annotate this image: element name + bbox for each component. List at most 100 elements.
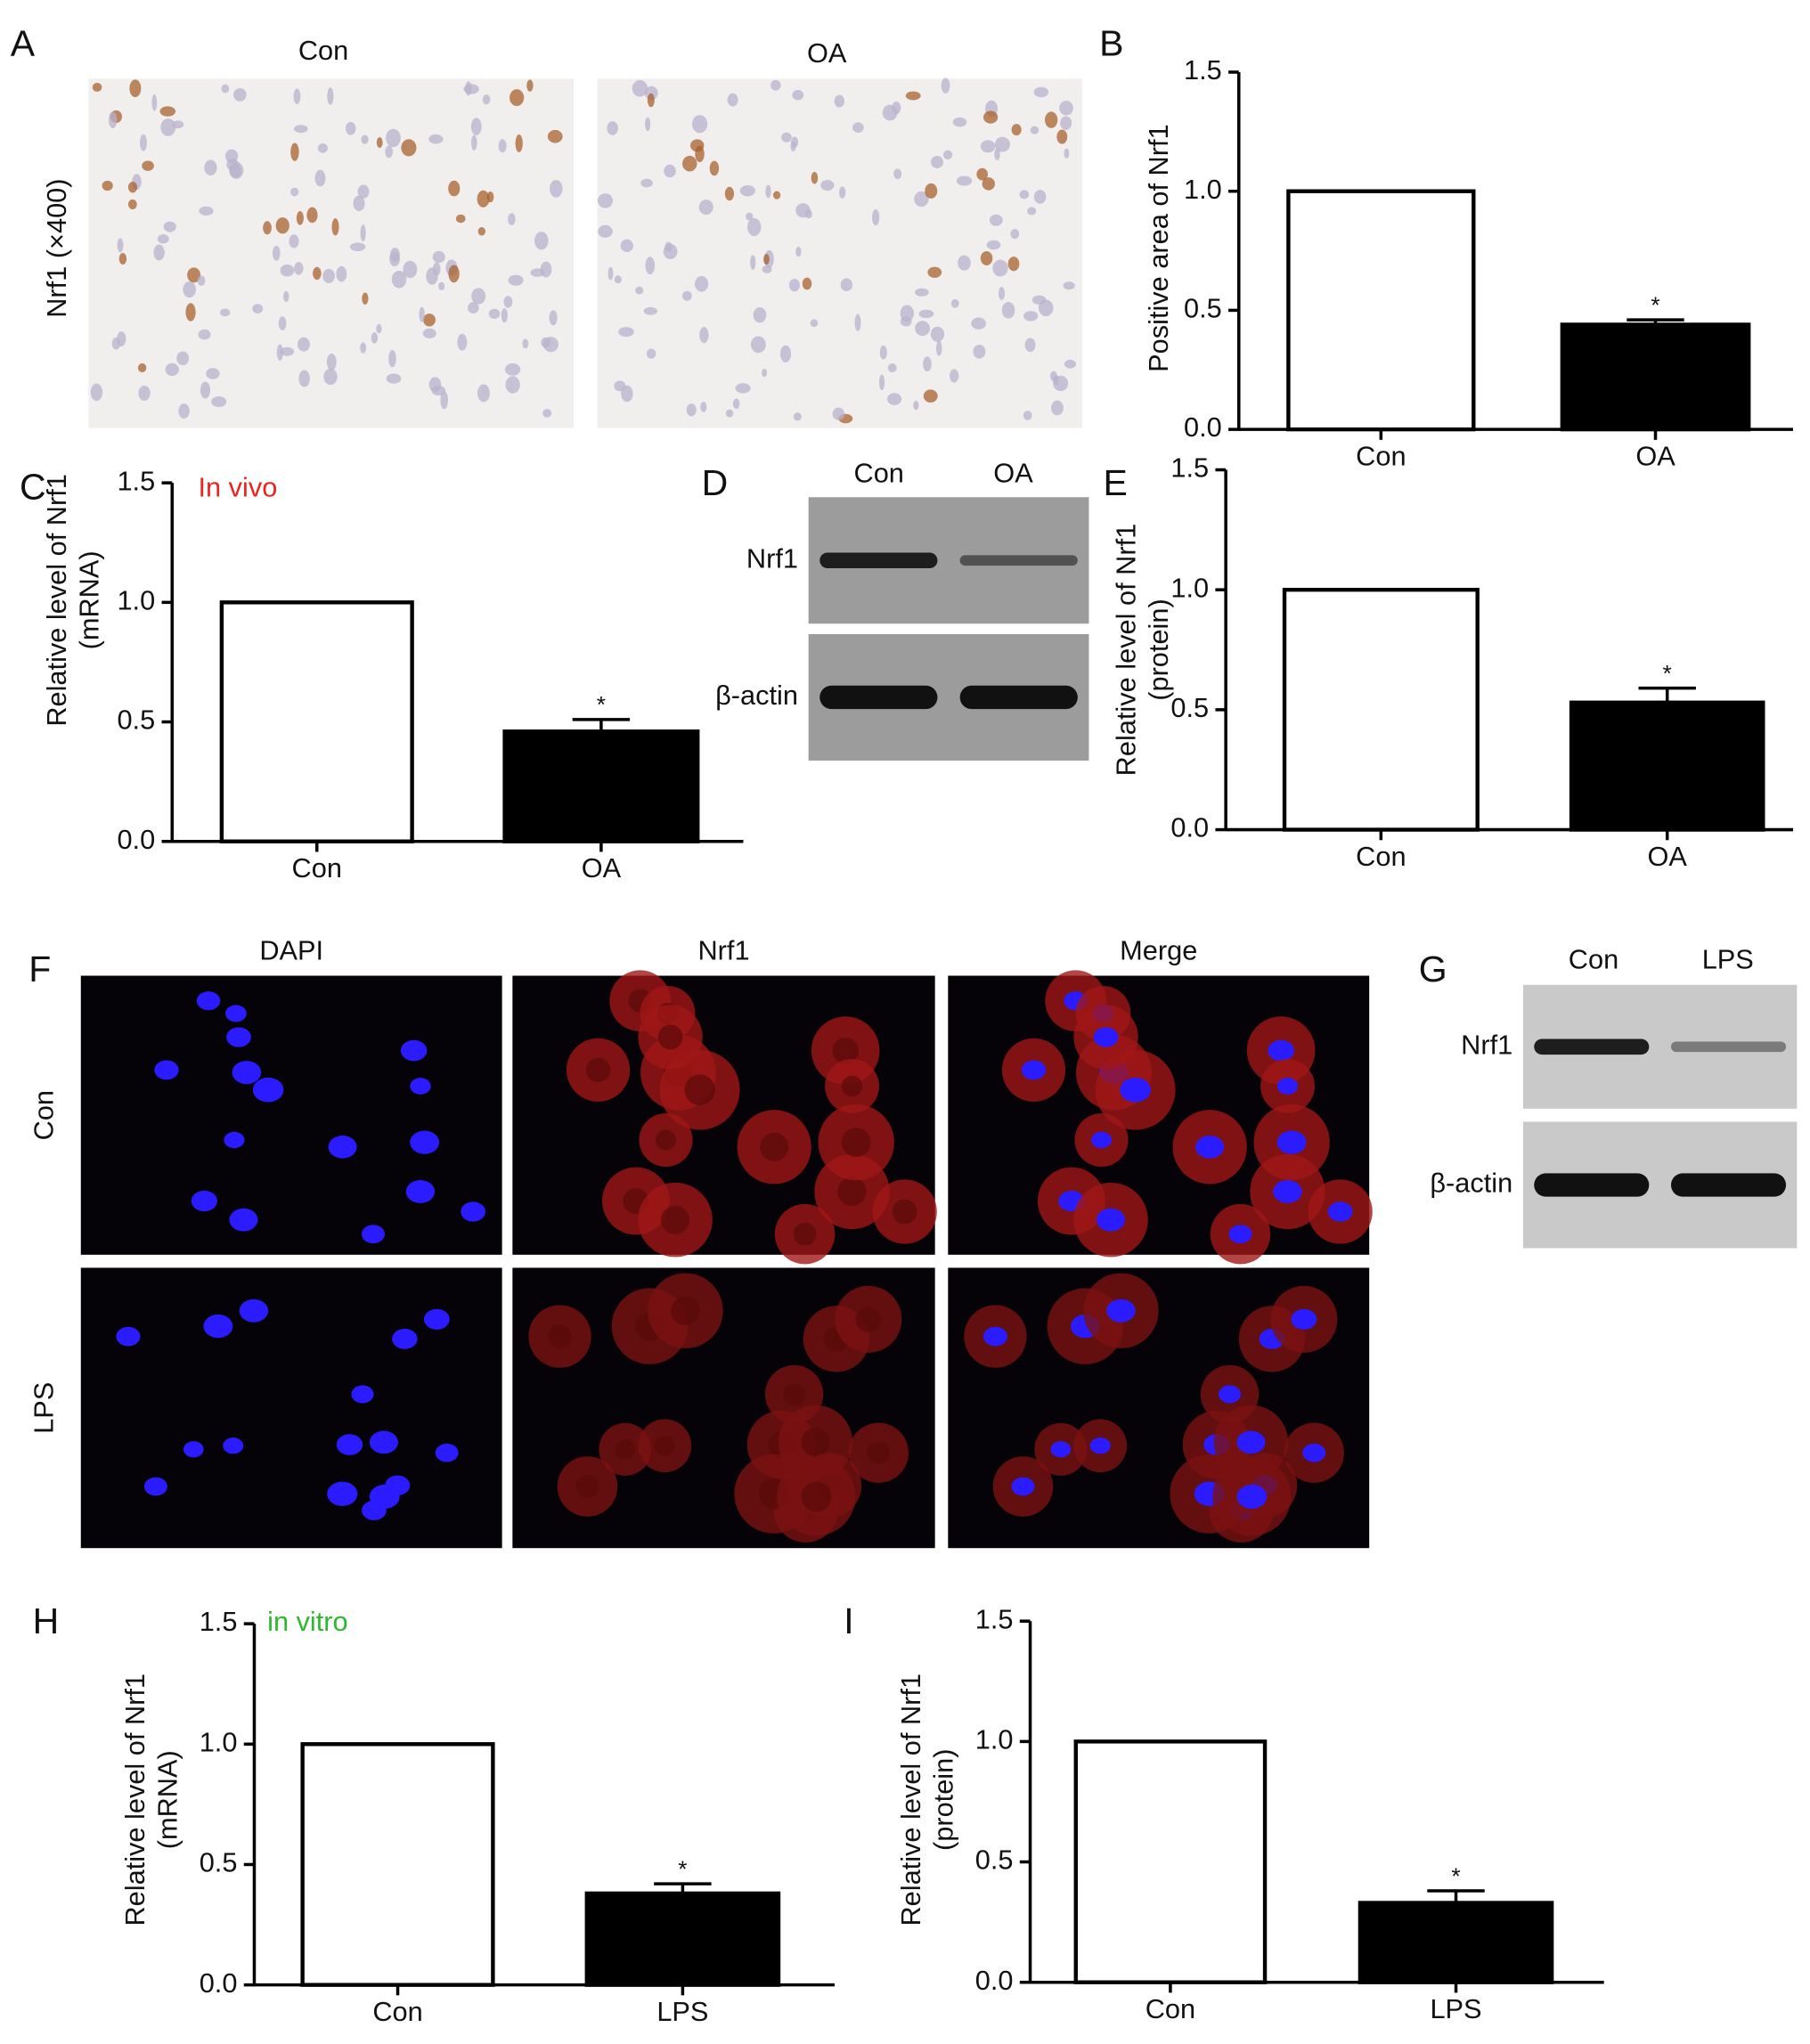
cell [643,306,657,315]
row-label: Nrf1 [1461,1029,1512,1060]
nucleus [410,1078,431,1095]
cell [753,307,767,323]
cell [982,110,999,124]
cell [197,275,206,286]
cell [534,232,549,250]
cell [129,79,142,98]
x-tick-label: Con [292,852,342,884]
cell [306,207,318,224]
cell [941,77,950,94]
cell [598,224,613,238]
cell [647,93,655,108]
cell [927,266,942,278]
band [1534,1038,1650,1055]
cell [278,316,287,330]
cell [645,257,656,275]
cell [422,328,436,339]
cell [923,356,932,372]
cell [138,385,151,402]
cell [470,134,477,151]
cell [792,89,804,101]
cell [426,267,438,285]
cell [621,385,633,403]
band [1534,1173,1650,1197]
x-tick-label: OA [1635,440,1675,471]
column-label: Con [298,35,348,66]
cell [501,308,508,323]
cell [871,208,880,226]
nucleus [405,1179,436,1203]
cell [735,383,751,394]
cell [607,266,614,281]
cell [482,94,491,105]
band [819,552,938,569]
cell [1023,311,1039,322]
cell [1024,338,1036,353]
nucleus [1218,1385,1242,1404]
bar [1560,322,1751,432]
x-tick-label: LPS [1430,1993,1481,2024]
y-tick-label: 1.0 [1184,174,1222,205]
lane-label: LPS [1702,944,1754,975]
cell [739,184,755,197]
cell [1007,257,1020,272]
nucleus [982,1326,1008,1347]
annotation: in vitro [267,1606,348,1637]
cell [1051,400,1064,416]
nucleus [183,1441,204,1458]
x-tick-label: Con [372,1996,422,2027]
y-tick-label: 0.5 [200,1847,238,1878]
cell [980,250,993,266]
cell [294,262,304,275]
cell [376,137,383,149]
nucleus [1327,1201,1353,1222]
lane-label: OA [993,457,1033,488]
cell [153,244,165,261]
cell [750,255,756,270]
cell [640,178,653,188]
panel-letter: I [844,1600,853,1641]
cell [331,218,339,236]
cell [879,345,887,360]
cell [923,389,938,403]
y-tick-label: 0.5 [117,704,155,736]
cell [781,132,792,143]
nucleus [239,1299,269,1323]
cell [92,83,102,92]
cell [448,180,461,197]
x-tick-label: Con [1356,440,1406,471]
annotation: In vivo [199,472,278,503]
cell [699,327,709,344]
cell [428,134,444,144]
cell [151,94,158,111]
cell [878,374,885,391]
y-axis-label: Positive area of Nrf1 [1143,124,1174,371]
cytoplasm-core [793,1222,817,1246]
cell [724,186,735,201]
y-axis-label: Relative level of Nrf1 [119,1673,151,1926]
cell [810,319,819,328]
cell [982,177,995,191]
cell [211,395,227,407]
nucleus [1195,1135,1225,1159]
cell [403,260,418,279]
nucleus [1236,1430,1266,1454]
cell [90,383,103,402]
cell [510,89,525,107]
panel-letter: F [29,949,51,989]
y-tick-label: 0.0 [975,1965,1014,1996]
cell [163,221,176,232]
histology-image [88,78,575,428]
cell [280,346,295,356]
y-tick-label: 0.5 [1184,293,1222,324]
cytoplasm-core [837,1177,867,1207]
cell [206,368,220,379]
cell [935,340,942,356]
cytoplasm-core [855,1306,882,1332]
cell [973,344,986,359]
cell [290,187,299,197]
cell [361,134,369,144]
cell [542,409,552,418]
cell [526,79,534,92]
